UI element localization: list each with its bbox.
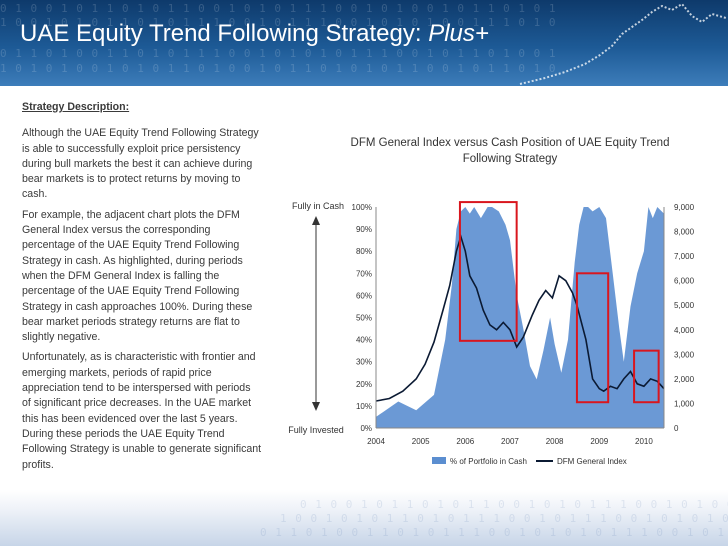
y-left-tick-label: 80% <box>356 247 372 256</box>
binary-decoration-row: 0 1 0 0 1 0 1 1 0 1 0 1 1 0 0 1 0 1 0 1 … <box>0 2 557 15</box>
y-right-tick-label: 2,000 <box>674 375 695 384</box>
y-left-tick-label: 100% <box>352 203 372 212</box>
y-right-tick-label: 6,000 <box>674 277 695 286</box>
y-left-tick-label: 50% <box>356 314 372 323</box>
y-right-tick-label: 3,000 <box>674 350 695 359</box>
slide-header: 0 1 0 0 1 0 1 1 0 1 0 1 1 0 0 1 0 1 0 1 … <box>0 0 728 86</box>
y-right-tick-label: 1,000 <box>674 399 695 408</box>
y-right-tick-label: 9,000 <box>674 203 695 212</box>
binary-decoration-row: 0 1 1 0 1 0 0 1 1 0 1 0 1 1 1 0 0 1 0 1 … <box>260 526 728 539</box>
bear-market-highlight-box <box>575 272 610 404</box>
y-right-tick-label: 5,000 <box>674 301 695 310</box>
x-tick-label: 2004 <box>367 437 385 446</box>
x-tick-label: 2006 <box>456 437 474 446</box>
slide-footer: 0 1 0 0 1 0 1 1 0 1 0 1 1 0 0 1 0 1 0 1 … <box>0 490 728 546</box>
vertical-double-arrow <box>312 216 320 411</box>
legend-label-index: DFM General Index <box>557 457 627 466</box>
y-right-tick-label: 8,000 <box>674 228 695 237</box>
y-left-tick-label: 70% <box>356 269 372 278</box>
description-heading: Strategy Description: <box>22 101 130 113</box>
legend-label-cash: % of Portfolio in Cash <box>450 457 527 466</box>
title-plus: Plus+ <box>428 20 489 47</box>
description-paragraph: Although the UAE Equity Trend Following … <box>22 127 259 201</box>
y-right-tick-label: 7,000 <box>674 252 695 261</box>
x-tick-label: 2010 <box>635 437 653 446</box>
chart-title: DFM General Index versus Cash Position o… <box>350 137 670 165</box>
annotation-fully-invested: Fully Invested <box>288 425 344 435</box>
y-left-tick-label: 0% <box>360 424 372 433</box>
binary-decoration-row: 0 1 1 0 1 0 0 1 1 0 1 0 1 1 1 0 0 1 0 1 … <box>0 47 557 60</box>
strategy-description: Strategy Description: Although the UAE E… <box>22 100 262 478</box>
y-left-tick-label: 20% <box>356 380 372 389</box>
legend-swatch-cash <box>432 457 446 464</box>
binary-decoration-row: 1 0 0 1 0 1 0 1 1 0 1 0 1 1 1 0 0 1 0 1 … <box>280 512 728 525</box>
y-left-tick-label: 30% <box>356 358 372 367</box>
y-left-tick-label: 10% <box>356 402 372 411</box>
bear-market-highlight-box <box>633 349 660 404</box>
description-paragraph: For example, the adjacent chart plots th… <box>22 208 253 344</box>
x-tick-label: 2008 <box>546 437 564 446</box>
dfm-index-line <box>375 233 665 402</box>
x-tick-label: 2007 <box>501 437 519 446</box>
slide-title: UAE Equity Trend Following Strategy: Plu… <box>20 20 489 48</box>
y-left-tick-label: 60% <box>356 291 372 300</box>
binary-decoration-row: 1 0 1 0 1 0 0 1 0 1 0 1 1 0 1 0 0 1 0 1 … <box>0 62 557 75</box>
annotation-fully-in-cash: Fully in Cash <box>292 201 344 211</box>
title-main: UAE Equity Trend Following Strategy: <box>20 20 422 47</box>
binary-decoration-row: 1 0 0 1 0 1 0 1 1 0 1 0 1 1 1 0 0 1 0 1 … <box>0 16 557 29</box>
y-right-tick-label: 0 <box>674 424 679 433</box>
description-paragraph: Unfortunately, as is characteristic with… <box>22 351 262 471</box>
stock-ticker-decoration <box>519 2 727 85</box>
y-right-tick-label: 4,000 <box>674 326 695 335</box>
binary-decoration-row: 0 1 0 0 1 0 1 1 0 1 0 1 1 0 0 1 0 1 0 1 … <box>300 498 728 511</box>
x-tick-label: 2005 <box>412 437 430 446</box>
x-tick-label: 2009 <box>590 437 608 446</box>
y-left-tick-label: 40% <box>356 336 372 345</box>
y-left-tick-label: 90% <box>356 225 372 234</box>
cash-position-area <box>376 207 664 428</box>
bear-market-highlight-box <box>458 201 518 342</box>
